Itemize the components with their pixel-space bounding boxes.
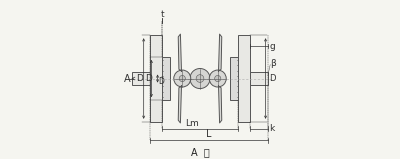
Text: Lm: Lm <box>186 119 199 128</box>
Text: g: g <box>270 42 275 51</box>
Text: A: A <box>124 73 131 83</box>
Bar <box>162 57 170 100</box>
Polygon shape <box>218 34 222 71</box>
Circle shape <box>215 75 221 82</box>
Circle shape <box>174 70 191 87</box>
Polygon shape <box>178 34 182 71</box>
Circle shape <box>190 69 210 89</box>
Circle shape <box>196 75 204 82</box>
Text: β: β <box>270 59 276 68</box>
Bar <box>150 35 162 122</box>
Bar <box>132 72 150 86</box>
Polygon shape <box>178 86 182 123</box>
Bar <box>250 72 268 86</box>
Text: D: D <box>136 74 143 83</box>
Text: t: t <box>160 10 164 19</box>
Polygon shape <box>218 86 222 123</box>
Circle shape <box>209 70 226 87</box>
Bar <box>230 57 238 100</box>
Text: k: k <box>270 124 275 133</box>
Text: D: D <box>158 77 164 86</box>
Text: D: D <box>269 74 275 83</box>
Text: L: L <box>206 129 212 139</box>
Text: ₁: ₁ <box>160 75 163 80</box>
Text: D: D <box>145 74 152 83</box>
Circle shape <box>179 75 185 82</box>
Bar <box>238 35 250 122</box>
Text: A  向: A 向 <box>191 147 209 157</box>
